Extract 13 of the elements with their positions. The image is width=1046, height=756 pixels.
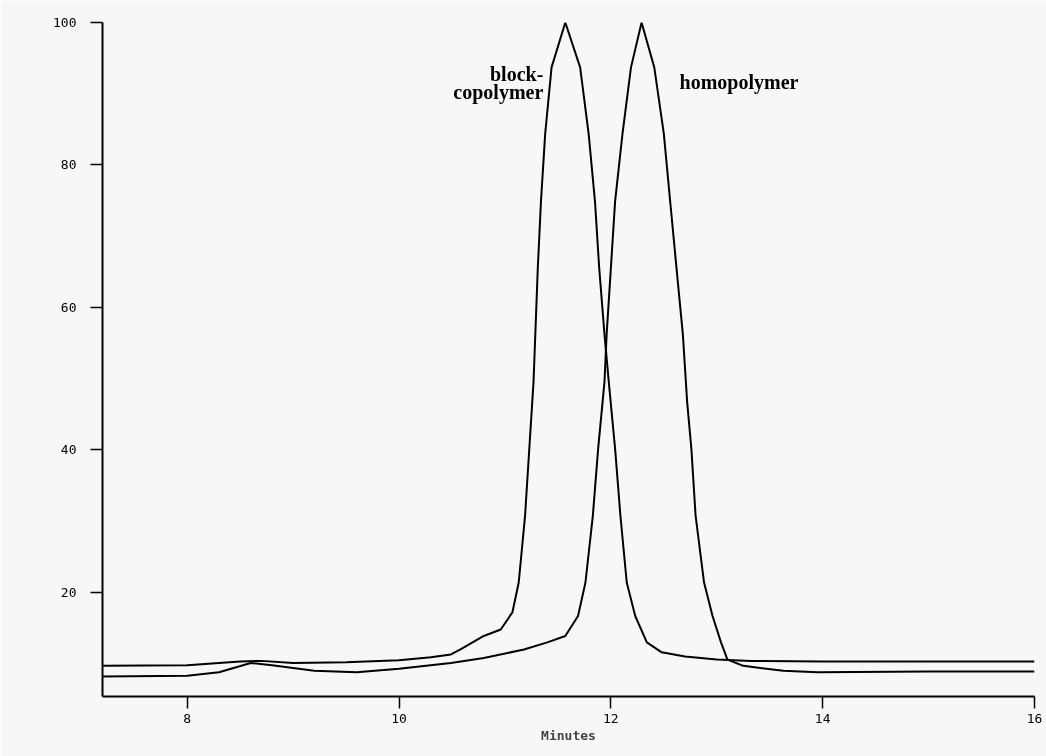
annotation: homopolymer <box>679 70 799 94</box>
x-tick-label: 8 <box>183 710 192 726</box>
x-tick-label: 16 <box>1026 710 1043 726</box>
annotation: block- copolymer <box>453 62 544 105</box>
y-tick-label: 80 <box>60 157 77 173</box>
x-tick-label: 14 <box>814 710 831 726</box>
y-tick-label: 20 <box>60 584 77 600</box>
y-tick-label: 100 <box>53 15 77 30</box>
y-tick-label: 60 <box>60 299 77 315</box>
y-tick-label: 40 <box>60 442 77 458</box>
x-tick-label: 10 <box>391 710 407 726</box>
x-tick-label: 12 <box>603 710 619 726</box>
x-axis-title: Minutes <box>541 727 596 743</box>
